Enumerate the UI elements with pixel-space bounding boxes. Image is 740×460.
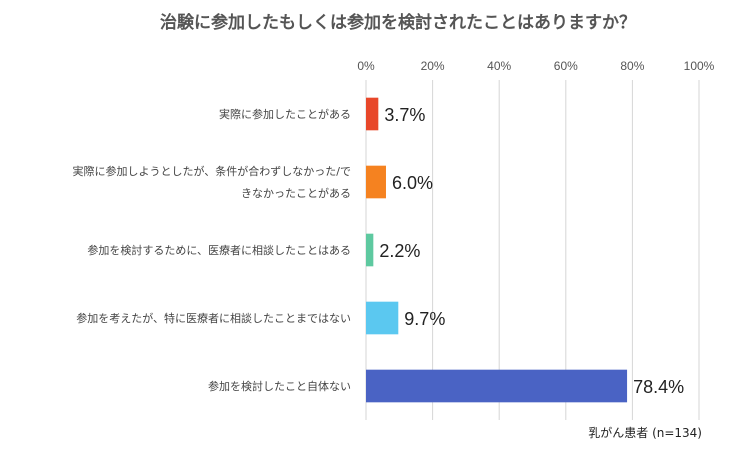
grid-layer [365, 80, 700, 420]
category-label: 参加を考えたが、特に医療者に相談したことまではない [76, 311, 351, 325]
x-tick-label: 100% [684, 59, 715, 73]
category-label: 参加を検討したこと自体ない [208, 379, 351, 393]
data-label: 78.4% [633, 377, 684, 397]
x-tick-label: 80% [620, 59, 644, 73]
data-label: 9.7% [404, 309, 445, 329]
data-label: 6.0% [392, 173, 433, 193]
data-label: 3.7% [384, 105, 425, 125]
x-tick-label: 40% [487, 59, 511, 73]
data-label: 2.2% [379, 241, 420, 261]
x-tick-label: 20% [421, 59, 445, 73]
bar [366, 301, 399, 335]
category-label: 実際に参加したことがある [219, 107, 351, 121]
x-tick-label: 60% [554, 59, 578, 73]
bar [366, 97, 379, 131]
bar [366, 165, 386, 199]
data-labels: 3.7% 6.0% 2.2% 9.7% 78.4% [379, 105, 684, 397]
x-axis-ticks: 0% 20% 40% 60% 80% 100% [357, 59, 714, 73]
category-label: 参加を検討するために、医療者に相談したことはある [87, 243, 351, 257]
sample-note: 乳がん患者 (n=134) [588, 425, 702, 440]
category-label: きなかったことがある [241, 186, 351, 200]
bars [366, 97, 628, 403]
category-label: 実際に参加しようとしたが、条件が合わずしなかった/で [73, 164, 351, 178]
bar [366, 233, 374, 267]
x-tick-label: 0% [357, 59, 375, 73]
bar [366, 369, 628, 403]
category-labels: 実際に参加したことがある実際に参加しようとしたが、条件が合わずしなかった/できな… [73, 107, 351, 393]
chart-title: 治験に参加したもしくは参加を検討されたことはありますか？ [160, 12, 636, 33]
